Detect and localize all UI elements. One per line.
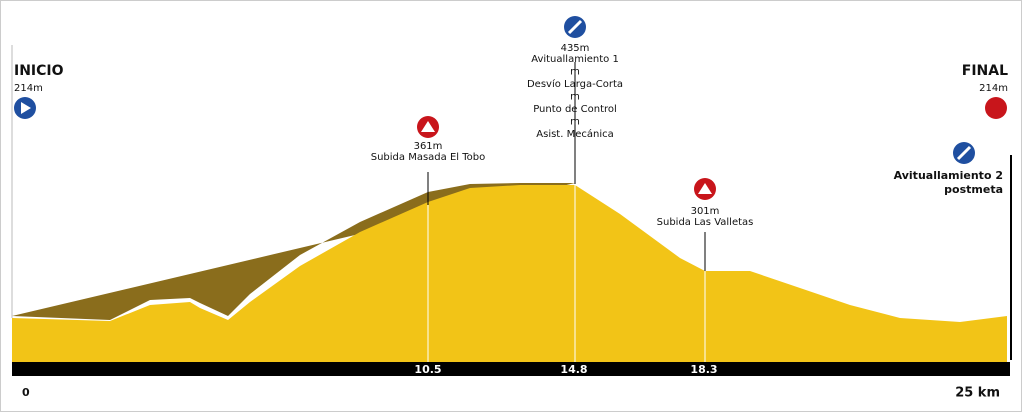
waypoint-label: m — [570, 117, 580, 128]
feed-icon-mark — [956, 145, 972, 161]
waypoint-altitude: 301m — [691, 206, 720, 217]
start-label: INICIO — [14, 63, 64, 79]
feed-icon-mark — [567, 19, 583, 35]
waypoint-altitude: 361m — [414, 141, 443, 152]
waypoint-label: Subida Masada El Tobo — [371, 152, 485, 163]
axis-start: 0 — [22, 386, 30, 399]
start-altitude: 214m — [14, 83, 43, 94]
waypoint-label: Avituallamiento 2 — [894, 169, 1003, 182]
waypoint-label: Subida Las Valletas — [657, 217, 754, 228]
finish-altitude: 214m — [979, 83, 1008, 94]
finish-label: FINAL — [962, 63, 1008, 79]
waypoint-label: m — [570, 92, 580, 103]
axis-end: 25 km — [955, 386, 1000, 401]
waypoint-label: Punto de Control — [533, 104, 617, 115]
waypoint-label: Asist. Mecánica — [536, 128, 613, 140]
axis-mark: 14.8 — [560, 363, 587, 376]
waypoint-label: Desvío Larga-Corta — [527, 78, 623, 90]
start-icon-arrow — [21, 102, 31, 114]
waypoint-label: m — [570, 67, 580, 78]
distance-bar — [12, 362, 1010, 376]
finish-icon — [985, 97, 1007, 119]
waypoint-label: Avituallamiento 1 — [531, 54, 619, 65]
waypoint-altitude: 435m — [561, 43, 590, 54]
axis-mark: 10.5 — [414, 363, 441, 376]
profile-shade — [12, 183, 575, 320]
climb-icon-mountain — [421, 121, 435, 132]
profile-area — [12, 185, 1007, 362]
axis-mark: 18.3 — [690, 363, 717, 376]
waypoint-label: postmeta — [944, 183, 1003, 196]
climb-icon-mountain — [698, 183, 712, 194]
